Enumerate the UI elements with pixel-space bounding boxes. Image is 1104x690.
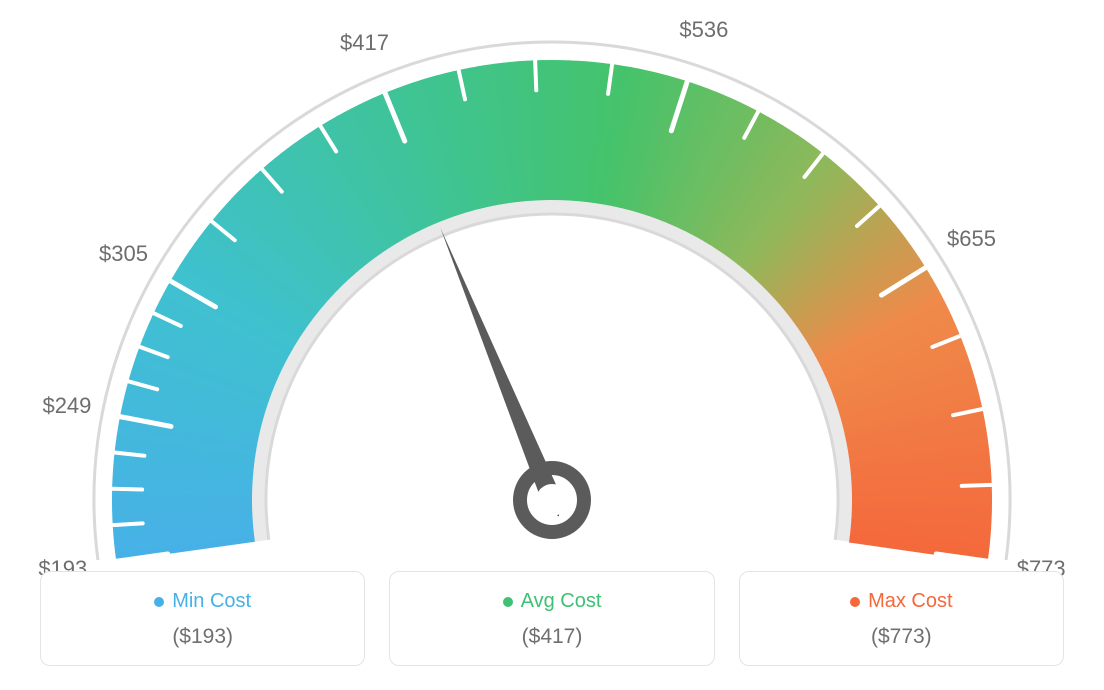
- legend-label-min: Min Cost: [172, 590, 251, 613]
- legend-value-max: ($773): [750, 625, 1053, 649]
- legend-dot-avg: [503, 597, 513, 607]
- tick-label: $655: [947, 226, 996, 252]
- legend-label-avg: Avg Cost: [521, 590, 602, 613]
- legend-dot-max: [850, 597, 860, 607]
- tick-label: $249: [42, 393, 91, 419]
- legend-title-max: Max Cost: [850, 590, 952, 613]
- legend-value-avg: ($417): [400, 625, 703, 649]
- tick-label: $536: [679, 17, 728, 43]
- legend-card-avg: Avg Cost ($417): [389, 571, 714, 666]
- legend-row: Min Cost ($193) Avg Cost ($417) Max Cost…: [40, 571, 1064, 666]
- gauge-svg: [0, 0, 1104, 560]
- legend-card-max: Max Cost ($773): [739, 571, 1064, 666]
- tick-label: $417: [340, 30, 389, 56]
- legend-title-avg: Avg Cost: [503, 590, 602, 613]
- tick-label: $305: [99, 241, 148, 267]
- legend-dot-min: [154, 597, 164, 607]
- gauge-chart: $193$249$305$417$536$655$773: [0, 0, 1104, 560]
- legend-value-min: ($193): [51, 625, 354, 649]
- legend-card-min: Min Cost ($193): [40, 571, 365, 666]
- legend-label-max: Max Cost: [868, 590, 952, 613]
- cost-gauge-widget: $193$249$305$417$536$655$773 Min Cost ($…: [0, 0, 1104, 690]
- legend-title-min: Min Cost: [154, 590, 251, 613]
